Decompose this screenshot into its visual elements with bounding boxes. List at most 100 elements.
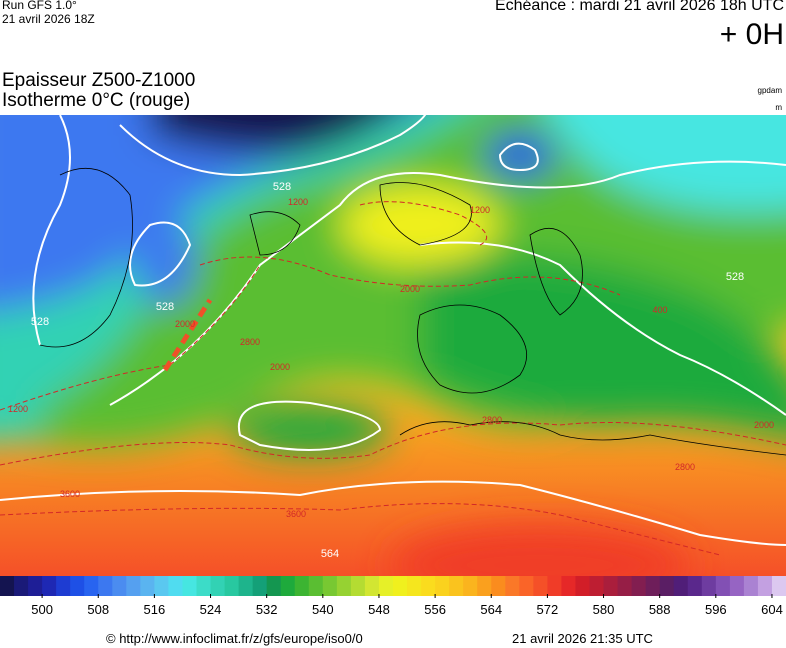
- colorbar: 500 508 516 524 532 540 548 556 564 572 580 588 596 6…: [0, 576, 786, 617]
- timestamp: 21 avril 2026 21:35 UTC: [512, 631, 653, 646]
- colorbar-swatch: [463, 576, 478, 596]
- contour-label: 3600: [60, 489, 80, 499]
- colorbar-swatch: [350, 576, 366, 596]
- contour-label: 2000: [400, 284, 420, 294]
- colorbar-swatch: [14, 576, 29, 596]
- colorbar-swatch: [645, 576, 661, 596]
- contour-label: 2000: [175, 319, 195, 329]
- contour-label: 1200: [470, 205, 490, 215]
- isotherm-lines: [0, 201, 786, 556]
- colorbar-swatch: [294, 576, 310, 596]
- colorbar-tick-label: 500: [31, 602, 53, 617]
- colorbar-swatch: [771, 576, 786, 596]
- colorbar-tick-label: 540: [312, 602, 334, 617]
- thickness-field: [0, 115, 786, 576]
- colorbar-swatch: [757, 576, 773, 596]
- colorbar-swatch: [126, 576, 141, 596]
- colorbar-tick-label: 548: [368, 602, 390, 617]
- contour-label: 2000: [754, 420, 774, 430]
- colorbar-swatch: [140, 576, 155, 596]
- colorbar-swatch: [210, 576, 226, 596]
- colorbar-swatch: [42, 576, 57, 596]
- colorbar-swatch: [154, 576, 169, 596]
- colorbar-swatch: [519, 576, 534, 596]
- colorbar-tick-label: 556: [424, 602, 446, 617]
- colorbar-swatch: [112, 576, 127, 596]
- colorbar-swatch: [449, 576, 464, 596]
- run-label: Run GFS 1.0°: [2, 0, 77, 12]
- contour-label: 2800: [482, 415, 502, 425]
- colorbar-swatch: [575, 576, 590, 596]
- contour-label: 2800: [675, 462, 695, 472]
- contour-label: 528: [31, 316, 49, 328]
- unit-thickness: gpdam: [757, 86, 782, 95]
- contour-label: 2800: [240, 337, 260, 347]
- colorbar-swatch: [182, 576, 197, 596]
- colorbar-swatch: [701, 576, 717, 596]
- colorbar-swatch: [547, 576, 562, 596]
- colorbar-tick-label: 516: [144, 602, 166, 617]
- colorbar-swatch: [435, 576, 450, 596]
- colorbar-swatch: [589, 576, 605, 596]
- isotherm-highlight: [162, 298, 213, 372]
- colorbar-swatch: [631, 576, 647, 596]
- colorbar-swatch: [533, 576, 548, 596]
- colorbar-tick-label: 532: [256, 602, 278, 617]
- contour-label: 528: [156, 301, 174, 313]
- colorbar-tick-label: 588: [649, 602, 671, 617]
- run-date: 21 avril 2026 18Z: [2, 12, 95, 26]
- colorbar-swatch: [238, 576, 254, 596]
- colorbar-swatch: [196, 576, 212, 596]
- colorbar-swatch: [393, 576, 408, 596]
- thickness-isolines: [0, 115, 786, 546]
- contour-label: 3600: [286, 509, 306, 519]
- colorbar-swatch: [407, 576, 422, 596]
- colorbar-swatch: [336, 576, 352, 596]
- echeance: Echéance : mardi 21 avril 2026 18h UTC: [494, 0, 784, 14]
- contour-label: 528: [273, 181, 291, 193]
- colorbar-swatch: [687, 576, 703, 596]
- offset: + 0H: [719, 18, 784, 51]
- colorbar-swatch: [491, 576, 506, 596]
- colorbar-swatch: [322, 576, 338, 596]
- colorbar-swatch: [98, 576, 113, 596]
- colorbar-swatch: [364, 576, 380, 596]
- map-subtitle: Isotherme 0°C (rouge): [2, 90, 191, 111]
- colorbar-swatch: [266, 576, 282, 596]
- contour-label: 400: [652, 305, 667, 315]
- colorbar-swatch: [505, 576, 520, 596]
- contour-label: 528: [726, 271, 744, 283]
- colorbar-swatch: [729, 576, 745, 596]
- colorbar-swatch: [659, 576, 675, 596]
- colorbar-tick-label: 604: [761, 602, 783, 617]
- contour-label: 564: [321, 548, 339, 560]
- source-url: © http://www.infoclimat.fr/z/gfs/europe/…: [106, 631, 363, 646]
- colorbar-swatch: [715, 576, 731, 596]
- colorbar-swatch: [308, 576, 324, 596]
- colorbar-swatch: [617, 576, 633, 596]
- colorbar-swatch: [280, 576, 296, 596]
- unit-isotherm: m: [775, 103, 782, 112]
- colorbar-tick-label: 580: [593, 602, 615, 617]
- colorbar-swatch: [84, 576, 99, 596]
- colorbar-swatch: [168, 576, 183, 596]
- colorbar-tick-label: 596: [705, 602, 727, 617]
- map-title: Epaisseur Z500-Z1000: [2, 70, 196, 91]
- colorbar-swatch: [673, 576, 689, 596]
- colorbar-tick-label: 572: [537, 602, 559, 617]
- colorbar-swatch: [421, 576, 436, 596]
- colorbar-swatch: [252, 576, 268, 596]
- colorbar-swatch: [743, 576, 759, 596]
- colorbar-tick-label: 508: [87, 602, 109, 617]
- colorbar-swatch: [224, 576, 240, 596]
- colorbar-swatch: [0, 576, 15, 596]
- contour-label: 2000: [270, 362, 290, 372]
- colorbar-swatch: [603, 576, 619, 596]
- colorbar-swatch: [56, 576, 71, 596]
- colorbar-swatch: [70, 576, 85, 596]
- colorbar-tick-label: 564: [480, 602, 502, 617]
- colorbar-swatch: [378, 576, 394, 596]
- contour-label: 1200: [8, 404, 28, 414]
- colorbar-swatch: [561, 576, 576, 596]
